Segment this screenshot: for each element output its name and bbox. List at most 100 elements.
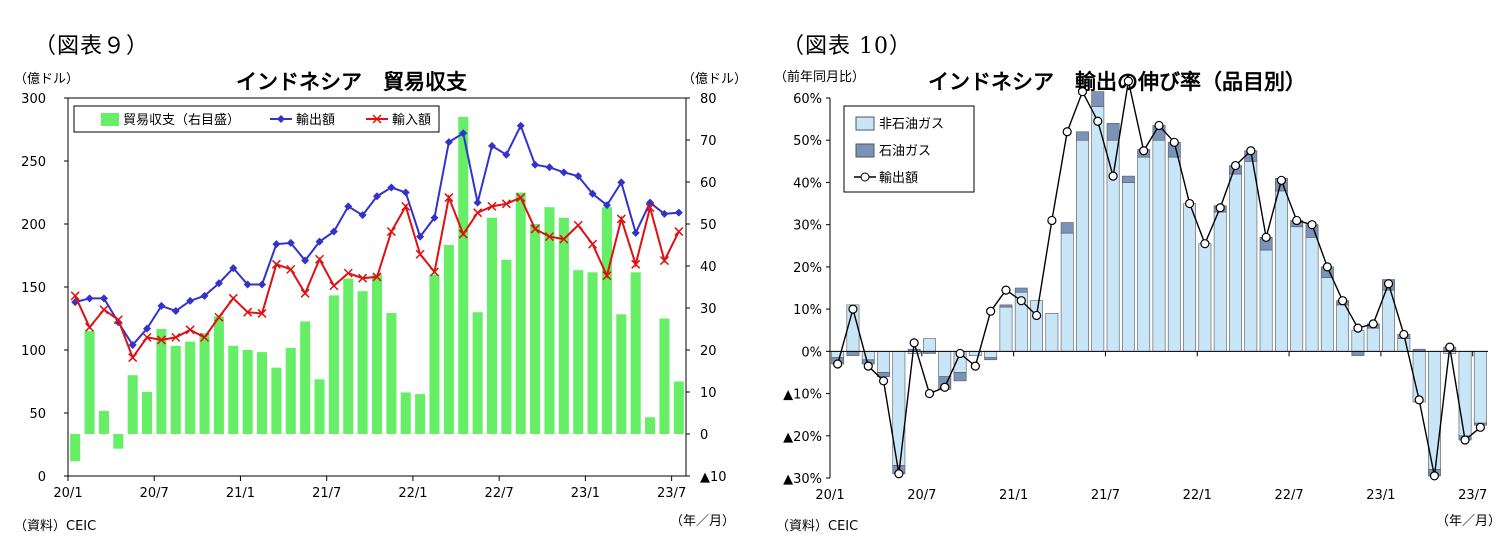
legend-label-exports: 輸出額 (879, 171, 918, 186)
imports-point (631, 259, 641, 269)
right-tick-label: 20 (700, 344, 717, 359)
right-tick-label: 40 (700, 260, 717, 275)
exports-point (358, 211, 367, 220)
exports-point (617, 178, 626, 187)
trade-balance-bar (616, 314, 627, 434)
legend-marker-imports (372, 114, 382, 124)
trade-balance-bar (84, 331, 95, 434)
exports-point (229, 264, 238, 273)
exports-growth-point (909, 338, 919, 348)
exports-point (99, 294, 108, 303)
source-note: （資料）CEIC (776, 519, 859, 534)
legend-label-oil-gas: 石油ガス (879, 144, 931, 159)
x-tick-label: 23/1 (571, 486, 600, 501)
non-oil-gas-bar (877, 351, 890, 373)
trade-balance-bar (415, 394, 426, 434)
exports-point (171, 306, 180, 315)
exports-growth-point (1200, 239, 1210, 249)
imports-point (200, 332, 210, 342)
x-tick-label: 22/1 (398, 486, 427, 501)
exports-point (430, 213, 439, 222)
exports-growth-point (1460, 435, 1470, 445)
non-oil-gas-bar (938, 351, 952, 377)
trade-balance-bar (271, 367, 282, 434)
non-oil-gas-bar (1229, 173, 1242, 352)
imports-point (214, 312, 224, 322)
x-tick-label: 22/7 (485, 486, 514, 501)
exports-point (574, 172, 583, 181)
right-tick-label: 0 (700, 428, 708, 443)
non-oil-gas-bar (1305, 237, 1319, 352)
exports-point (214, 279, 223, 288)
trade-balance-bar (371, 274, 383, 434)
imports-point (358, 273, 368, 283)
trade-balance-bar (357, 291, 368, 434)
exports-growth-point (1154, 120, 1164, 131)
non-oil-gas-bar (1259, 249, 1273, 352)
exports-growth-point (1429, 471, 1440, 481)
exports-point (416, 232, 425, 241)
non-oil-gas-bar (1397, 338, 1411, 352)
left-tick-label: 300 (21, 92, 46, 107)
imports-point (602, 271, 612, 281)
y-tick-label: 10% (793, 303, 822, 318)
imports-point (473, 208, 483, 218)
non-oil-gas-bar (984, 351, 998, 358)
non-oil-gas-bar (1091, 106, 1105, 352)
left-tick-label: 0 (38, 470, 46, 485)
exports-point (329, 227, 338, 236)
trade-balance-bar (300, 321, 311, 434)
non-oil-gas-bar (1320, 277, 1334, 352)
trade-balance-bar (228, 345, 239, 434)
non-oil-gas-bar (1167, 156, 1181, 352)
imports-point (85, 322, 95, 332)
non-oil-gas-bar (1244, 161, 1258, 352)
oil-gas-bar (1076, 131, 1089, 141)
x-tick-label: 21/7 (1091, 488, 1120, 503)
exports-point (344, 202, 353, 211)
trade-balance-bar (501, 259, 512, 434)
exports-point (459, 129, 468, 138)
imports-point (516, 193, 526, 203)
exports-point (387, 183, 396, 192)
legend-label-non-oil-gas: 非石油ガス (879, 117, 944, 132)
imports-point (559, 234, 569, 244)
imports-point (544, 232, 554, 242)
trade-balance-bar (199, 333, 210, 434)
exports-growth-point (1047, 215, 1057, 226)
imports-point (458, 229, 468, 239)
left-axis-unit: （億ドル） (14, 72, 80, 87)
legend-swatch-oil-gas (855, 143, 875, 158)
trade-balance-bar (213, 316, 224, 434)
imports-point (329, 281, 339, 291)
trade-balance-bar (558, 217, 569, 434)
exports-point (401, 188, 410, 197)
non-oil-gas-bar (1290, 226, 1304, 352)
legend-label-trade-balance: 貿易収支（右目盛） (123, 113, 240, 128)
exports-growth-point (955, 348, 965, 359)
imports-point (70, 291, 80, 301)
non-oil-gas-bar (1336, 304, 1350, 352)
imports-point (401, 201, 411, 211)
right-tick-label: 30 (700, 302, 717, 317)
trade-balance-bar (472, 312, 483, 434)
trade-balance-bar (659, 318, 670, 434)
trade-balance-bar (70, 434, 81, 462)
trade-balance-bar (185, 341, 196, 434)
right-tick-label: 60 (700, 176, 717, 191)
trade-balance-bar (113, 434, 124, 449)
exports-growth-point (1399, 329, 1409, 340)
exports-growth-point (1077, 87, 1088, 97)
exports-growth-point (1368, 319, 1378, 329)
source-note: （資料）CEIC (14, 519, 97, 534)
right-tick-label: ▲10 (700, 470, 727, 485)
oil-gas-bar (1106, 123, 1120, 141)
exports-growth-point (894, 469, 904, 479)
oil-gas-bar (846, 351, 860, 356)
non-oil-gas-bar (1152, 139, 1166, 352)
right-tick-label: 80 (700, 92, 717, 107)
imports-point (243, 307, 253, 317)
non-oil-gas-bar (1030, 300, 1044, 352)
legend: 貿易収支（右目盛） 輸出額 輸入額 (73, 105, 440, 133)
right-tick-label: 50 (700, 218, 717, 233)
